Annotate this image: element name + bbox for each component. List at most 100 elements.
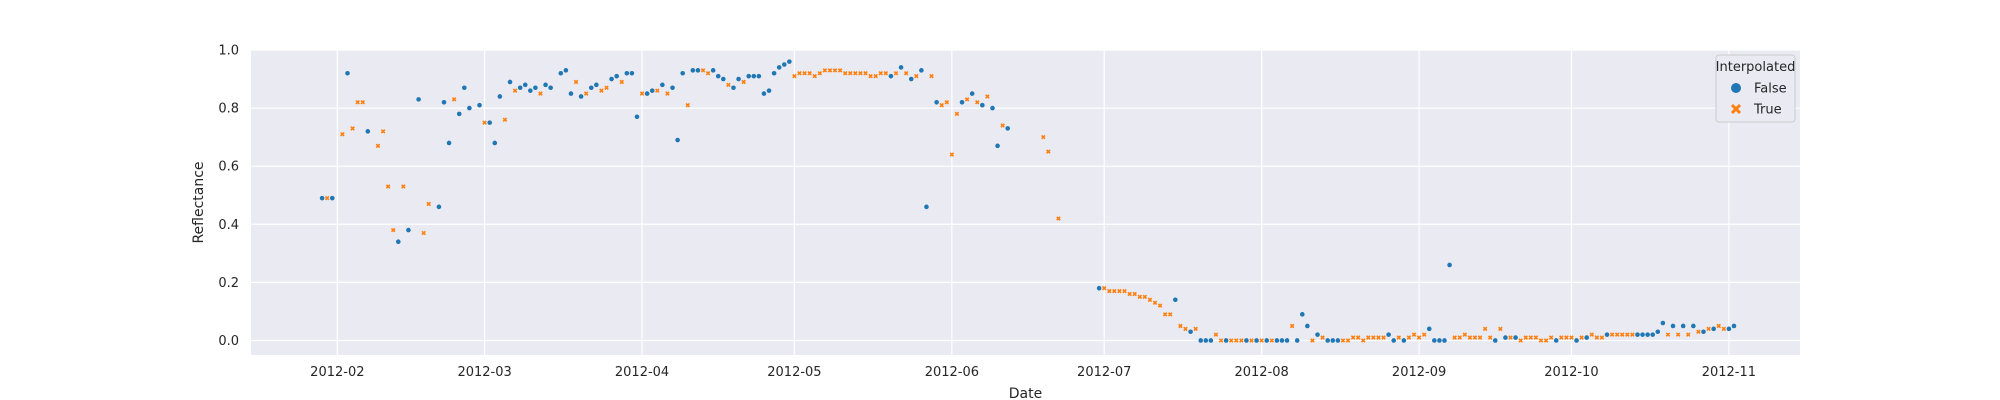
y-tick-label: 0.4 bbox=[218, 218, 239, 233]
point-true bbox=[599, 88, 604, 93]
point-true bbox=[685, 102, 691, 108]
point-true bbox=[1594, 335, 1600, 340]
point-false bbox=[670, 85, 675, 91]
point-false bbox=[1503, 335, 1508, 340]
point-true bbox=[1167, 312, 1173, 317]
point-false bbox=[1691, 323, 1696, 329]
point-false bbox=[329, 195, 335, 201]
point-true bbox=[1518, 338, 1523, 343]
point-false bbox=[568, 91, 574, 96]
point-false bbox=[934, 99, 939, 105]
point-false bbox=[1096, 285, 1102, 291]
point-true bbox=[1416, 335, 1422, 340]
point-true bbox=[954, 111, 960, 117]
point-true bbox=[1137, 294, 1143, 300]
point-true bbox=[1132, 291, 1137, 297]
y-tick-label: 0.2 bbox=[218, 276, 239, 291]
point-true bbox=[1487, 335, 1493, 340]
point-true bbox=[974, 100, 980, 105]
point-false bbox=[1305, 323, 1310, 329]
point-true bbox=[1350, 335, 1356, 340]
point-false bbox=[660, 82, 665, 88]
point-false bbox=[507, 79, 513, 85]
point-true bbox=[1599, 335, 1605, 340]
point-false bbox=[1553, 338, 1559, 343]
point-false bbox=[675, 137, 680, 143]
point-true bbox=[1543, 338, 1549, 343]
y-axis-label: Reflectance bbox=[191, 161, 207, 243]
point-false bbox=[456, 111, 462, 117]
point-true bbox=[1183, 326, 1188, 332]
point-false bbox=[634, 114, 640, 120]
point-false bbox=[959, 99, 965, 105]
point-true bbox=[324, 195, 330, 201]
legend-entry-true: True bbox=[1730, 103, 1782, 118]
point-false bbox=[1335, 338, 1341, 343]
legend-label: False bbox=[1754, 82, 1787, 97]
point-false bbox=[578, 94, 584, 99]
point-true bbox=[1127, 291, 1132, 297]
point-true bbox=[1619, 332, 1625, 337]
point-true bbox=[792, 73, 797, 79]
point-false bbox=[746, 73, 752, 79]
point-true bbox=[1152, 300, 1158, 305]
point-false bbox=[477, 102, 482, 108]
point-true bbox=[1112, 288, 1117, 294]
point-true bbox=[1371, 335, 1376, 340]
point-false bbox=[924, 204, 929, 210]
point-true bbox=[741, 79, 746, 85]
point-false bbox=[771, 70, 777, 76]
point-true bbox=[883, 70, 889, 76]
plot-background bbox=[251, 50, 1800, 355]
point-true bbox=[873, 73, 878, 79]
point-true bbox=[1107, 288, 1112, 294]
point-true bbox=[1696, 329, 1701, 335]
point-false bbox=[1223, 338, 1229, 343]
point-true bbox=[1614, 332, 1620, 337]
point-true bbox=[1523, 335, 1529, 340]
point-false bbox=[1401, 338, 1407, 343]
point-true bbox=[868, 73, 873, 79]
point-false bbox=[1492, 338, 1498, 343]
point-false bbox=[1315, 332, 1320, 337]
point-true bbox=[842, 70, 848, 76]
point-true bbox=[1046, 149, 1051, 154]
point-true bbox=[944, 100, 950, 105]
point-false bbox=[446, 140, 452, 146]
legend-entry-false: False bbox=[1731, 82, 1787, 97]
point-true bbox=[1289, 323, 1295, 329]
legend-box bbox=[1715, 54, 1796, 123]
point-true bbox=[929, 73, 934, 79]
point-true bbox=[350, 126, 355, 131]
point-false bbox=[1325, 338, 1330, 343]
point-true bbox=[538, 91, 543, 96]
point-true bbox=[1462, 332, 1468, 337]
point-false bbox=[995, 143, 1000, 149]
point-false bbox=[558, 70, 564, 76]
point-true bbox=[1589, 332, 1595, 337]
point-true bbox=[375, 143, 381, 149]
point-false bbox=[1330, 338, 1336, 343]
point-false bbox=[898, 65, 904, 70]
point-false bbox=[1442, 338, 1447, 343]
point-false bbox=[787, 59, 792, 64]
point-false bbox=[1635, 332, 1640, 337]
point-false bbox=[649, 88, 655, 93]
point-false bbox=[1655, 329, 1661, 335]
point-true bbox=[512, 88, 518, 93]
point-true bbox=[1538, 338, 1544, 343]
point-true bbox=[1345, 338, 1351, 343]
point-true bbox=[1477, 335, 1483, 340]
point-false bbox=[1432, 338, 1437, 343]
point-false bbox=[644, 91, 650, 96]
point-false bbox=[1284, 338, 1290, 343]
x-tick-label: 2012-08 bbox=[1234, 365, 1288, 380]
point-true bbox=[1376, 335, 1381, 340]
point-true bbox=[1193, 326, 1198, 332]
x-tick-label: 2012-11 bbox=[1702, 365, 1756, 380]
point-true bbox=[939, 102, 944, 108]
point-false bbox=[1660, 320, 1666, 326]
point-false bbox=[1203, 338, 1209, 343]
point-true bbox=[604, 85, 609, 91]
